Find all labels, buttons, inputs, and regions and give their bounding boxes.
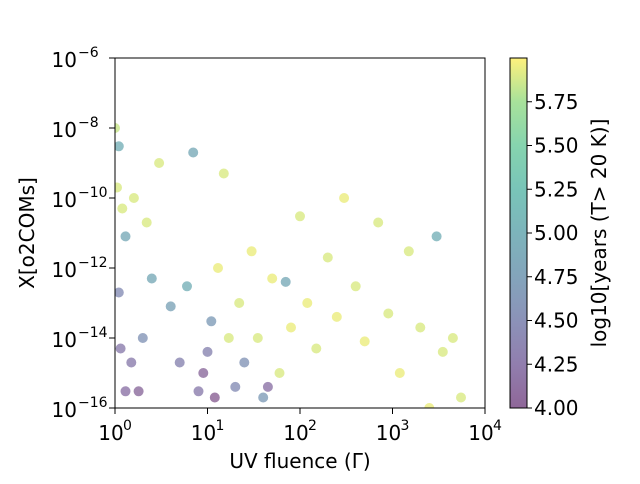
scatter-point — [415, 322, 426, 333]
y-tick-exponent: −6 — [78, 45, 99, 61]
scatter-point — [115, 123, 120, 133]
scatter-point — [137, 333, 148, 343]
scatter-point — [115, 182, 122, 193]
colorbar — [509, 57, 528, 409]
y-tick-label: 10 — [52, 258, 77, 282]
scatter-point — [252, 333, 263, 343]
scatter-point — [223, 333, 234, 343]
scatter-point — [246, 246, 257, 257]
scatter-point — [141, 217, 152, 228]
scatter-point — [456, 392, 466, 403]
scatter-point — [431, 231, 442, 242]
x-tick-exponent: 2 — [308, 418, 317, 434]
scatter-point — [437, 346, 448, 357]
scatter-point — [447, 333, 458, 343]
scatter-point — [115, 141, 124, 152]
colorbar-tick-label: 5.75 — [534, 90, 579, 114]
scatter-point — [174, 357, 185, 368]
scatter-point — [350, 281, 361, 292]
plot-frame — [114, 57, 486, 409]
scatter-points — [115, 123, 466, 408]
scatter-point — [209, 392, 220, 403]
colorbar-tick-label: 4.50 — [534, 309, 579, 333]
scatter-point — [133, 386, 144, 397]
colorbar-label: log10[years (T> 20 K)] — [587, 119, 611, 348]
scatter-point — [117, 203, 128, 214]
scatter-point — [274, 368, 285, 378]
scatter-point — [202, 346, 213, 357]
scatter-point — [373, 217, 384, 228]
scatter-point — [267, 273, 278, 284]
scatter-point — [218, 168, 229, 179]
x-tick-exponent: 4 — [493, 418, 502, 434]
scatter-point — [115, 343, 126, 354]
y-tick-exponent: −16 — [78, 395, 108, 411]
colorbar-tick-label: 5.25 — [534, 177, 579, 201]
scatter-point — [230, 381, 241, 392]
scatter-point — [154, 158, 165, 168]
scatter-point — [234, 298, 245, 308]
scatter-point — [115, 287, 124, 298]
scatter-point — [120, 386, 131, 397]
scatter-point — [213, 263, 223, 273]
scatter-point — [280, 276, 291, 287]
scatter-point — [198, 368, 209, 378]
y-tick-label: 10 — [52, 328, 77, 352]
scatter-point — [383, 308, 394, 319]
scatter-point — [424, 403, 435, 408]
scatter-point — [403, 246, 414, 257]
scatter-point — [302, 298, 313, 308]
x-tick-exponent: 0 — [123, 418, 132, 434]
colorbar-tick-label: 4.25 — [534, 352, 579, 376]
x-tick-label: 10 — [468, 421, 493, 445]
x-tick-label: 10 — [98, 421, 123, 445]
y-tick-exponent: −8 — [78, 115, 99, 131]
scatter-point — [258, 392, 269, 403]
scatter-point — [128, 193, 139, 203]
y-tick-label: 10 — [52, 118, 77, 142]
y-tick-label: 10 — [52, 188, 77, 212]
x-tick-label: 10 — [191, 421, 216, 445]
x-tick-exponent: 3 — [401, 418, 410, 434]
scatter-point — [295, 211, 305, 222]
colorbar-tick-label: 5.00 — [534, 221, 579, 245]
x-axis: 10 0 10 1 10 2 10 3 10 4 — [98, 408, 502, 445]
scatter-point — [126, 357, 137, 368]
scatter-point — [239, 357, 250, 368]
scatter-point — [331, 311, 342, 322]
y-axis-label: X[o2COMs] — [15, 177, 39, 289]
colorbar-ticks: 4.00 4.25 4.50 4.75 5.00 5.25 5.50 5.75 — [527, 90, 579, 420]
x-tick-exponent: 1 — [216, 418, 225, 434]
x-axis-label: UV fluence (Γ) — [229, 449, 370, 473]
y-tick-exponent: −12 — [78, 255, 108, 271]
colorbar-tick-label: 5.50 — [534, 134, 579, 158]
scatter-point — [394, 368, 405, 378]
scatter-point — [311, 343, 322, 354]
y-tick-label: 10 — [52, 398, 77, 422]
scatter-point — [339, 193, 350, 203]
y-tick-exponent: −14 — [78, 325, 108, 341]
colorbar-tick-label: 4.00 — [534, 396, 579, 420]
colorbar-tick-label: 4.75 — [534, 265, 579, 289]
scatter-point — [120, 231, 131, 242]
x-tick-label: 10 — [283, 421, 308, 445]
scatter-point — [322, 252, 333, 263]
y-tick-label: 10 — [52, 48, 77, 72]
scatter-point — [206, 316, 217, 327]
scatter-point — [165, 301, 176, 312]
scatter-point — [182, 281, 192, 292]
y-tick-exponent: −10 — [78, 185, 108, 201]
x-tick-label: 10 — [376, 421, 401, 445]
scatter-point — [262, 381, 273, 392]
scatter-point — [146, 273, 157, 284]
scatter-point — [188, 147, 199, 158]
scatter-point — [359, 336, 370, 347]
scatter-point — [193, 386, 204, 397]
scatter-point — [286, 322, 296, 333]
